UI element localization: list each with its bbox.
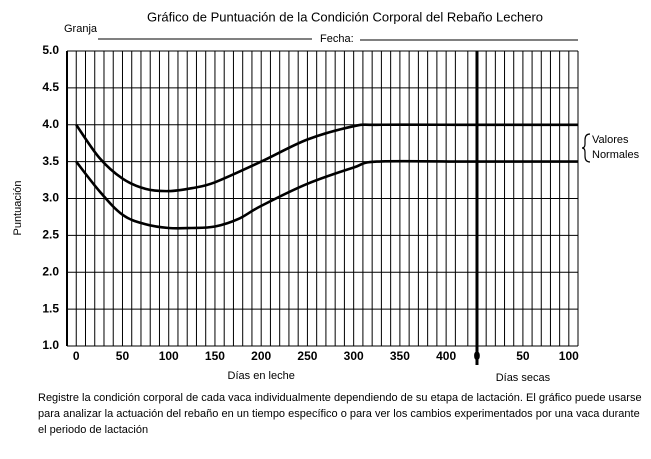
y-tick-label: 2.0 (42, 264, 59, 278)
chart-title: Gráfico de Puntuación de la Condición Co… (147, 9, 543, 24)
y-tick-label: 1.5 (42, 301, 59, 315)
footer-line: el periodo de lactación (38, 424, 148, 436)
x-tick-label: 400 (436, 349, 456, 363)
series-line (75, 159, 461, 230)
y-tick-label: 4.0 (42, 117, 59, 131)
x-tick-label: 50 (516, 349, 530, 363)
header-field: Fecha: (320, 33, 354, 45)
x-tick-label: 200 (251, 349, 271, 363)
series-line (75, 123, 461, 193)
annotation: Valores (592, 134, 629, 146)
x-tick-label: 0 (73, 349, 80, 363)
x-tick-label: 250 (297, 349, 317, 363)
x-tick-label: 150 (205, 349, 225, 363)
y-axis-label: Puntuación (12, 180, 24, 235)
footer-line: para analizar la actuación del rebaño en… (38, 408, 640, 420)
brace (581, 133, 591, 163)
y-tick-label: 4.5 (42, 80, 59, 94)
y-tick-label: 3.0 (42, 191, 59, 205)
x-axis-label: Días en leche (228, 370, 295, 382)
x-tick-label: 100 (159, 349, 179, 363)
x-tick-label: 300 (344, 349, 364, 363)
x-axis-label: Días secas (496, 372, 551, 384)
y-tick-label: 1.0 (42, 338, 59, 352)
annotation: Normales (592, 149, 640, 161)
y-tick-label: 3.5 (42, 154, 59, 168)
x-tick-label: 350 (390, 349, 410, 363)
footer-line: Registre la condición corporal de cada v… (38, 392, 642, 404)
y-tick-label: 2.5 (42, 228, 59, 242)
header-field: Granja (64, 23, 98, 35)
y-tick-label: 5.0 (42, 43, 59, 57)
x-tick-label: 50 (116, 349, 130, 363)
x-tick-label: 100 (559, 349, 579, 363)
